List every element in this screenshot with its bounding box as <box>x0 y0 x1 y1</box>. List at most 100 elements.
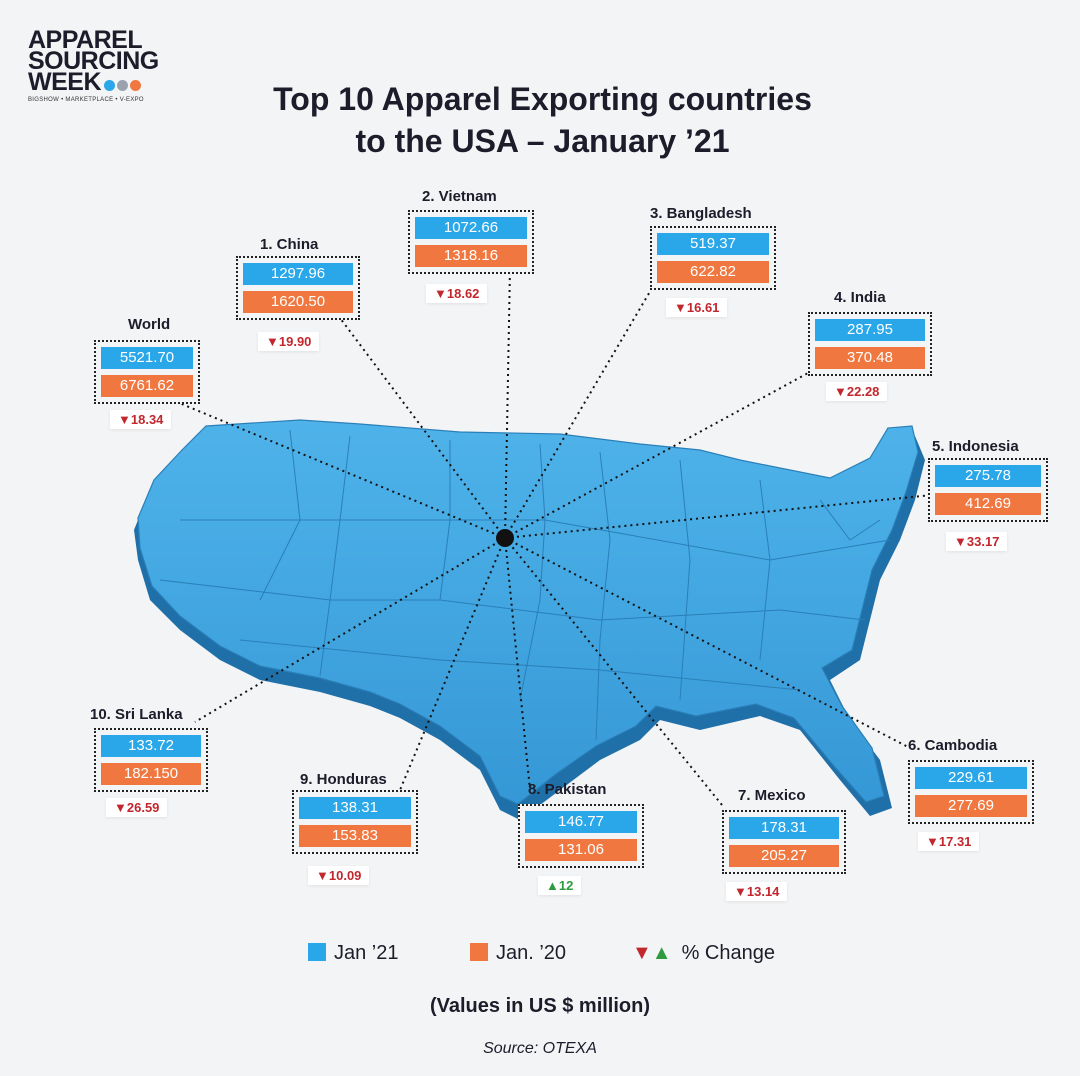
title-line-1: Top 10 Apparel Exporting countries <box>273 81 812 117</box>
change-value-sri-lanka: 26.59 <box>126 800 160 815</box>
down-arrow-icon: ▼ <box>926 834 939 849</box>
change-badge-pakistan: ▲12 <box>538 876 582 895</box>
units-note: (Values in US $ million) <box>429 995 651 1017</box>
change-value-india: 22.28 <box>846 384 880 399</box>
change-badge-world: ▼18.34 <box>110 410 172 429</box>
value-jan21-indonesia: 275.78 <box>935 465 1041 487</box>
down-arrow-icon: ▼ <box>434 286 447 301</box>
legend-change-label: % Change <box>681 942 775 964</box>
value-box-pakistan: 146.77 131.06 <box>518 804 644 868</box>
value-jan21-mexico: 178.31 <box>729 817 839 839</box>
brand-line-2: SOURCING <box>28 47 159 75</box>
value-jan20-india: 370.48 <box>815 347 925 369</box>
page-title: Top 10 Apparel Exporting countries to th… <box>0 78 1080 162</box>
country-name-vietnam: 2. Vietnam <box>422 188 497 205</box>
change-badge-mexico: ▼13.14 <box>726 882 788 901</box>
change-badge-honduras: ▼10.09 <box>308 866 370 885</box>
down-arrow-icon: ▼ <box>674 300 687 315</box>
value-jan20-world: 6761.62 <box>101 375 193 397</box>
brand-line-1: APPAREL <box>28 26 143 54</box>
value-box-india: 287.95 370.48 <box>808 312 932 376</box>
state-borders <box>159 429 891 741</box>
center-hub-dot <box>496 529 514 547</box>
change-value-world: 18.34 <box>130 412 164 427</box>
value-jan20-bangladesh: 622.82 <box>657 261 769 283</box>
value-jan20-china: 1620.50 <box>243 291 353 313</box>
country-name-cambodia: 6. Cambodia <box>908 737 998 754</box>
value-jan20-cambodia: 277.69 <box>915 795 1027 817</box>
country-name-world: World <box>128 316 171 333</box>
value-box-bangladesh: 519.37 622.82 <box>650 226 776 290</box>
value-jan21-vietnam: 1072.66 <box>415 217 527 239</box>
value-jan21-pakistan: 146.77 <box>525 811 637 833</box>
country-name-china: 1. China <box>260 236 319 253</box>
change-badge-cambodia: ▼17.31 <box>918 832 980 851</box>
down-arrow-icon: ▼ <box>118 412 131 427</box>
up-arrow-icon: ▲ <box>546 878 559 893</box>
value-box-sri-lanka: 133.72 182.150 <box>94 728 208 792</box>
change-badge-indonesia: ▼33.17 <box>946 532 1008 551</box>
change-value-cambodia: 17.31 <box>938 834 972 849</box>
value-jan21-bangladesh: 519.37 <box>657 233 769 255</box>
value-box-cambodia: 229.61 277.69 <box>908 760 1034 824</box>
country-name-bangladesh: 3. Bangladesh <box>650 205 752 222</box>
legend-jan21-swatch <box>308 943 326 961</box>
legend-jan20-label: Jan. ’20 <box>496 942 567 964</box>
legend-jan21-label: Jan ’21 <box>334 942 399 964</box>
down-arrow-icon: ▼ <box>316 868 329 883</box>
change-value-vietnam: 18.62 <box>446 286 480 301</box>
change-value-indonesia: 33.17 <box>966 534 1000 549</box>
legend-jan20-swatch <box>470 943 488 961</box>
value-jan21-honduras: 138.31 <box>299 797 411 819</box>
value-box-china: 1297.96 1620.50 <box>236 256 360 320</box>
country-name-mexico: 7. Mexico <box>738 787 806 804</box>
value-jan20-pakistan: 131.06 <box>525 839 637 861</box>
change-badge-india: ▼22.28 <box>826 382 888 401</box>
connector-lines <box>159 267 933 806</box>
value-box-vietnam: 1072.66 1318.16 <box>408 210 534 274</box>
legend-down-arrow-icon: ▼ <box>632 942 652 964</box>
legend-up-arrow-icon: ▲ <box>651 942 672 964</box>
usa-map-body <box>137 419 919 805</box>
legend: Jan ’21 Jan. ’20 ▼▲ % Change <box>0 942 1080 970</box>
down-arrow-icon: ▼ <box>114 800 127 815</box>
down-arrow-icon: ▼ <box>734 884 747 899</box>
value-jan20-honduras: 153.83 <box>299 825 411 847</box>
country-name-sri-lanka: 10. Sri Lanka <box>90 706 183 723</box>
country-name-honduras: 9. Honduras <box>300 771 387 788</box>
value-box-mexico: 178.31 205.27 <box>722 810 846 874</box>
brand-logo: APPAREL SOURCING WEEK BIGSHOW • MARKETPL… <box>28 26 159 103</box>
legend-jan21: Jan ’21 <box>308 942 399 965</box>
value-jan20-sri-lanka: 182.150 <box>101 763 201 785</box>
value-jan20-vietnam: 1318.16 <box>415 245 527 267</box>
change-badge-bangladesh: ▼16.61 <box>666 298 728 317</box>
down-arrow-icon: ▼ <box>834 384 847 399</box>
country-name-india: 4. India <box>834 289 886 306</box>
title-line-2: to the USA – January ’21 <box>355 123 730 159</box>
brand-dots-icon <box>104 73 143 94</box>
value-jan21-china: 1297.96 <box>243 263 353 285</box>
source-note: Source: OTEXA <box>483 1040 597 1057</box>
legend-jan20: Jan. ’20 <box>470 942 566 965</box>
change-badge-vietnam: ▼18.62 <box>426 284 488 303</box>
value-box-honduras: 138.31 153.83 <box>292 790 418 854</box>
brand-tagline: BIGSHOW • MARKETPLACE • V-EXPO <box>28 96 144 103</box>
brand-line-3: WEEK <box>28 70 159 95</box>
change-value-china: 19.90 <box>278 334 312 349</box>
value-box-world: 5521.70 6761.62 <box>94 340 200 404</box>
change-badge-sri-lanka: ▼26.59 <box>106 798 168 817</box>
down-arrow-icon: ▼ <box>266 334 279 349</box>
value-box-indonesia: 275.78 412.69 <box>928 458 1048 522</box>
country-name-indonesia: 5. Indonesia <box>932 438 1019 455</box>
change-value-honduras: 10.09 <box>328 868 362 883</box>
value-jan21-india: 287.95 <box>815 319 925 341</box>
value-jan21-world: 5521.70 <box>101 347 193 369</box>
down-arrow-icon: ▼ <box>954 534 967 549</box>
change-value-mexico: 13.14 <box>746 884 780 899</box>
value-jan21-sri-lanka: 133.72 <box>101 735 201 757</box>
value-jan20-indonesia: 412.69 <box>935 493 1041 515</box>
country-name-pakistan: 8. Pakistan <box>528 781 607 798</box>
change-value-pakistan: 12 <box>558 878 574 893</box>
